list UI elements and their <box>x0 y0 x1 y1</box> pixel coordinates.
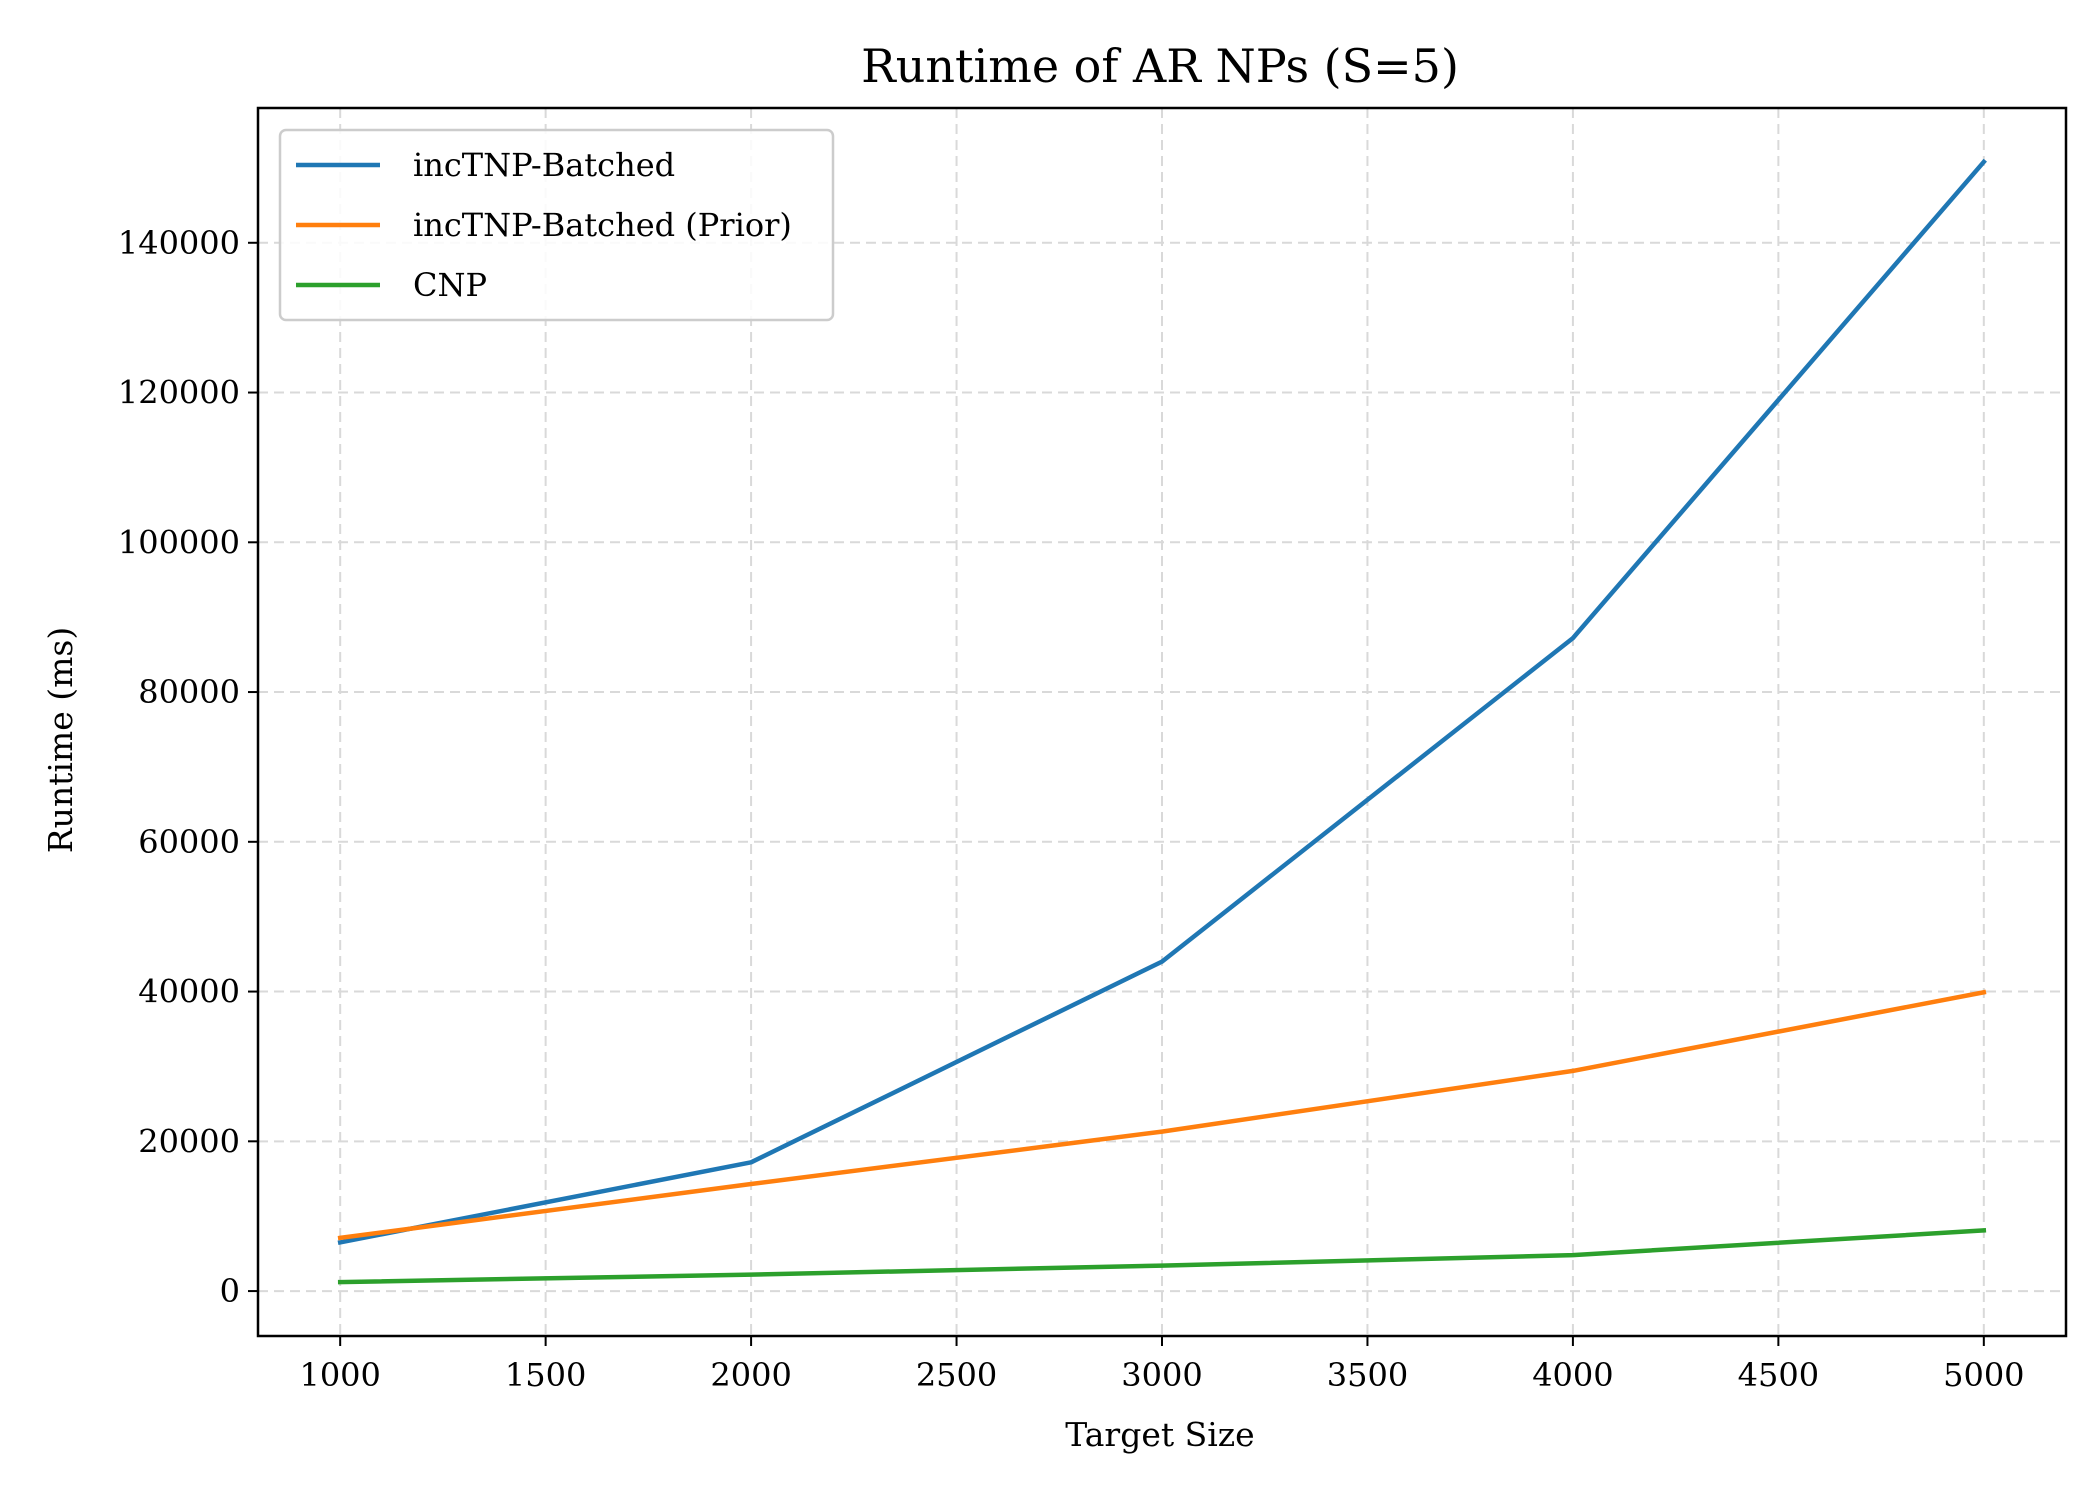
x-tick-label: 1000 <box>299 1356 380 1394</box>
y-axis: 0 20000 40000 60000 80000 100000 120000 140000 <box>118 224 258 1310</box>
x-tick-label: 3000 <box>1121 1356 1202 1394</box>
legend-label-inctnp-batched-prior: incTNP-Batched (Prior) <box>413 206 792 244</box>
x-tick-label: 2500 <box>916 1356 997 1394</box>
legend-box <box>278 128 835 322</box>
y-tick-label: 20000 <box>138 1122 240 1160</box>
y-tick-label: 0 <box>220 1272 240 1310</box>
legend: incTNP-Batched incTNP-Batched (Prior) CNP <box>278 128 835 322</box>
y-tick-label: 60000 <box>138 823 240 861</box>
x-tick-label: 2000 <box>710 1356 791 1394</box>
y-tick-label: 120000 <box>118 374 240 412</box>
x-tick-label: 4500 <box>1738 1356 1819 1394</box>
x-tick-label: 5000 <box>1943 1356 2024 1394</box>
legend-label-inctnp-batched: incTNP-Batched <box>413 146 675 184</box>
legend-label-cnp: CNP <box>413 266 487 304</box>
x-tick-label: 1500 <box>505 1356 586 1394</box>
series-line-inctnp-batched-prior <box>337 989 1987 1241</box>
y-axis-label: Runtime (ms) <box>41 627 80 853</box>
series-layer <box>337 158 1987 1285</box>
y-tick-label: 80000 <box>138 673 240 711</box>
x-axis: 1000 1500 2000 2500 3000 3500 4000 4500 5000 <box>299 1336 2025 1394</box>
y-tick-label: 100000 <box>118 523 240 561</box>
x-tick-label: 3500 <box>1327 1356 1408 1394</box>
y-tick-label: 140000 <box>118 224 240 262</box>
series-line-inctnp-batched <box>337 158 1987 1246</box>
y-tick-label: 40000 <box>138 973 240 1011</box>
series-line-cnp <box>337 1228 1987 1285</box>
grid <box>258 108 2066 1336</box>
x-tick-label: 4000 <box>1532 1356 1613 1394</box>
x-axis-label: Target Size <box>1065 1415 1254 1454</box>
chart-title: Runtime of AR NPs (S=5) <box>861 39 1459 93</box>
